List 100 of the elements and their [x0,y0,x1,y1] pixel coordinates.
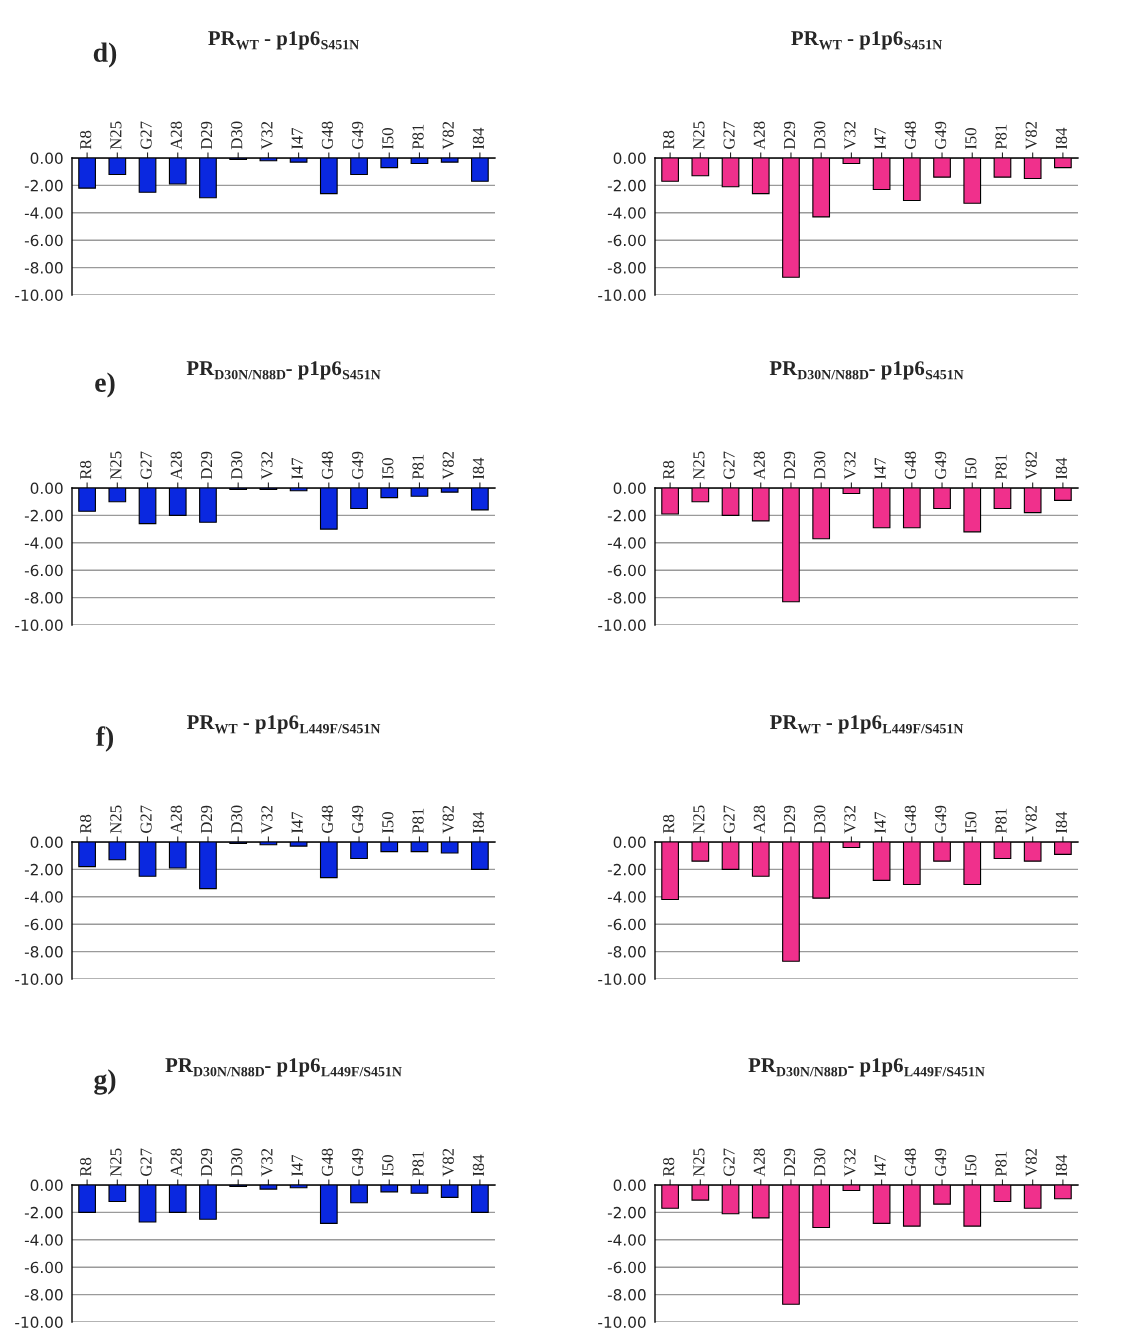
y-tick-label: 0.00 [30,482,63,495]
x-tick-label: A28 [753,805,765,834]
x-tick-label: N25 [110,1148,122,1177]
x-tick-label: P81 [995,124,1007,150]
x-tick-label: I50 [965,458,977,480]
x-tick-label: G48 [321,805,333,833]
x-tick-label: R8 [663,130,675,150]
y-tick-label: -8.00 [24,592,63,604]
x-tick-label: V82 [1025,805,1037,834]
y-tick-label: -2.00 [24,179,63,192]
x-tick-label: R8 [80,460,92,480]
x-tick-label: I47 [291,1154,303,1177]
text: d) [93,42,117,68]
x-tick-label: V32 [844,121,856,150]
x-tick-label: D30 [231,121,243,150]
x-tick-label: I47 [874,1154,886,1177]
text: e) [95,372,115,398]
x-tick-label: P81 [412,808,424,834]
x-tick-label: R8 [663,1157,675,1177]
x-tick-label: I84 [1055,127,1068,150]
x-tick-label: N25 [693,121,705,150]
x-tick-label: A28 [753,451,765,480]
y-tick-label: -2.00 [607,179,646,192]
y-tick-label: 0.00 [30,1179,63,1192]
y-tick-label: -6.00 [607,234,646,247]
x-tick-label: I50 [965,812,977,834]
y-tick-label: 0.00 [613,152,646,165]
x-tick-label: I50 [382,812,394,834]
x-tick-label: A28 [170,805,182,834]
x-tick-label: N25 [110,121,122,150]
x-tick-label: G49 [352,121,364,149]
y-tick-label: 0.00 [613,836,646,849]
y-tick-label: -4.00 [607,1234,646,1246]
y-tick-label: -6.00 [24,1261,63,1274]
x-tick-label: G48 [904,1148,916,1176]
x-tick-label: G48 [321,1148,333,1176]
x-tick-label: G49 [352,805,364,833]
x-tick-label: G49 [352,451,364,479]
x-tick-label: G49 [935,1148,947,1176]
x-tick-label: G48 [321,121,333,149]
y-tick-label: -4.00 [24,1234,63,1246]
x-tick-label: V82 [442,805,454,834]
x-tick-label: P81 [412,1151,424,1177]
x-tick-label: V32 [261,451,273,480]
y-tick-label: -2.00 [607,1206,646,1219]
y-tick-label: -4.00 [607,207,646,219]
y-tick-label: -10.00 [598,289,646,302]
x-tick-label: I47 [291,457,303,480]
y-tick-label: -8.00 [607,262,646,274]
x-tick-label: I50 [382,1155,394,1177]
x-tick-label: R8 [663,460,675,480]
x-tick-label: V82 [442,121,454,150]
x-tick-label: V32 [261,805,273,834]
x-tick-label: A28 [170,1148,182,1177]
x-tick-label: A28 [170,121,182,150]
y-tick-label: -6.00 [607,918,646,931]
y-tick-label: -6.00 [24,564,63,577]
x-tick-label: N25 [693,1148,705,1177]
y-tick-label: -4.00 [607,537,646,549]
x-tick-label: P81 [412,454,424,480]
x-tick-label: I50 [965,128,977,150]
x-tick-label: V32 [844,1148,856,1177]
x-tick-label: A28 [170,451,182,480]
x-tick-label: P81 [995,454,1007,480]
y-tick-label: -8.00 [24,946,63,958]
x-tick-label: V32 [261,121,273,150]
x-tick-label: I50 [965,1155,977,1177]
x-tick-label: D30 [814,1148,826,1177]
x-tick-label: G49 [935,805,947,833]
y-tick-label: -10.00 [15,973,63,986]
y-tick-label: -8.00 [24,1289,63,1301]
x-tick-label: D30 [231,805,243,834]
y-tick-label: -8.00 [607,1289,646,1301]
x-tick-label: D29 [200,451,213,480]
x-tick-label: V82 [1025,451,1037,480]
x-tick-label: V32 [844,805,856,834]
x-tick-label: G27 [723,451,735,479]
x-tick-label: R8 [80,130,92,150]
x-tick-label: D29 [200,805,213,834]
y-tick-label: -2.00 [24,509,63,522]
x-tick-label: P81 [995,1151,1007,1177]
x-tick-label: V82 [442,451,454,480]
x-tick-label: D29 [200,1148,213,1177]
y-tick-label: -10.00 [598,619,646,632]
x-tick-label: G27 [723,1148,735,1176]
x-tick-label: I50 [382,458,394,480]
x-tick-label: G27 [140,121,152,149]
x-tick-label: G48 [321,451,333,479]
x-tick-label: P81 [995,808,1007,834]
y-tick-label: -4.00 [24,891,63,903]
x-tick-label: G27 [140,805,152,833]
x-tick-label: I47 [874,811,886,834]
y-tick-label: -4.00 [24,207,63,219]
x-tick-label: I84 [1055,811,1068,834]
x-tick-label: N25 [693,451,705,480]
y-tick-label: -6.00 [24,918,63,931]
x-tick-label: V82 [1025,1148,1037,1177]
x-tick-label: I84 [472,127,485,150]
x-tick-label: I84 [472,1154,485,1177]
x-tick-label: R8 [80,1157,92,1177]
